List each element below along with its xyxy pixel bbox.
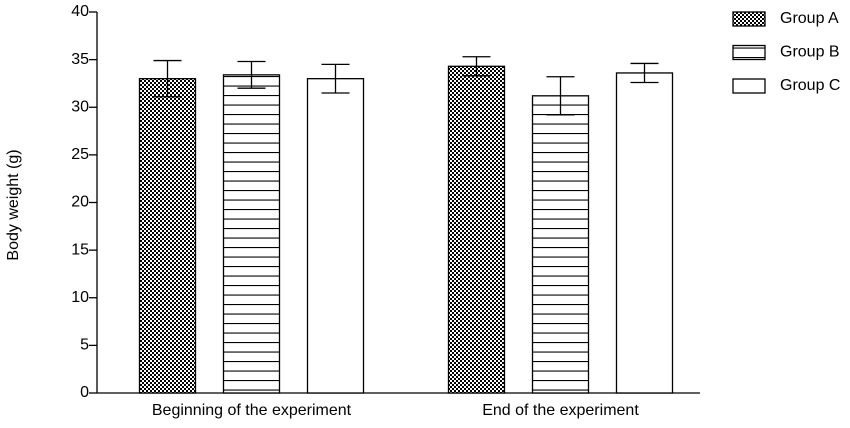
legend-key — [732, 44, 766, 61]
error-bar — [237, 60, 266, 89]
y-tick-label: 15 — [71, 241, 89, 258]
y-tick-label: 35 — [71, 51, 89, 68]
bar — [615, 72, 674, 394]
y-tick-label: 5 — [80, 337, 89, 354]
bar — [138, 78, 197, 394]
legend-key — [732, 78, 766, 94]
legend-label: Group A — [780, 10, 839, 27]
y-tick-label: 20 — [71, 194, 89, 211]
error-bar — [153, 59, 182, 98]
x-tick-label: End of the experiment — [482, 402, 639, 419]
y-tick-label: 0 — [80, 384, 89, 401]
y-tick-label: 10 — [71, 289, 89, 306]
error-bar — [321, 63, 350, 94]
legend-label: Group C — [780, 77, 840, 94]
y-tick-label: 25 — [71, 146, 89, 163]
error-bar — [630, 62, 659, 84]
x-tick-label: Beginning of the experiment — [152, 402, 352, 419]
bar — [306, 78, 365, 394]
legend-label: Group B — [780, 44, 840, 61]
y-tick-label: 30 — [71, 98, 89, 115]
bar — [447, 65, 506, 394]
bar — [222, 74, 281, 394]
error-bar — [546, 76, 575, 116]
y-axis-label: Body weight (g) — [5, 149, 22, 260]
error-bar — [462, 56, 491, 77]
bar — [531, 95, 590, 394]
legend-key — [732, 11, 766, 27]
y-tick-label: 40 — [71, 3, 89, 20]
